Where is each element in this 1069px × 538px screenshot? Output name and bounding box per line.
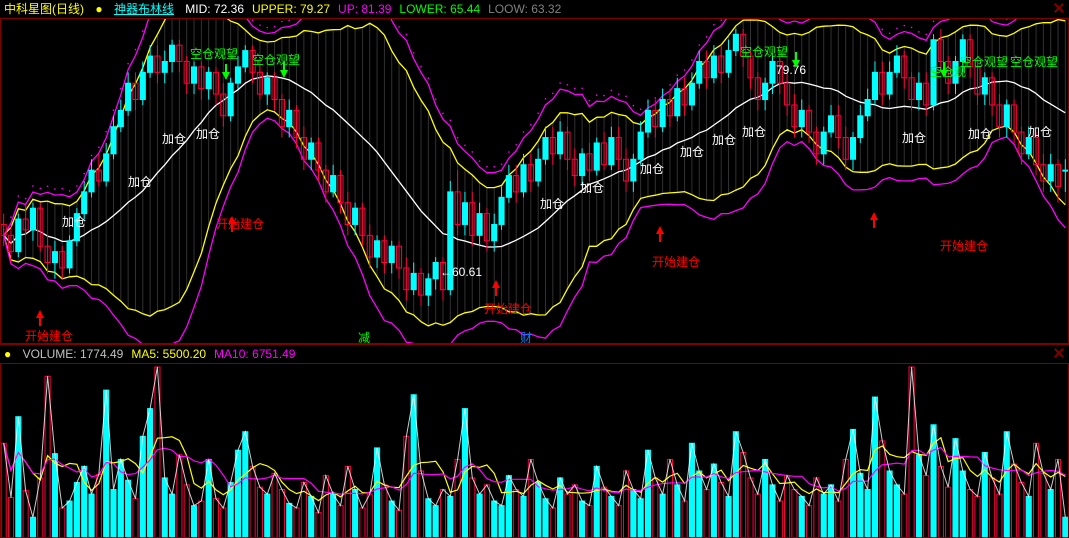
signal-arrow-up [492, 280, 500, 296]
chart-annotation: 加仓 [640, 162, 664, 176]
close-icon[interactable] [1053, 347, 1065, 359]
chart-annotation: 空仓观望 [960, 55, 1008, 69]
price-header: 中科星图(日线) ● 神器布林线 MID: 72.36UPPER: 79.27U… [0, 0, 1069, 18]
signal-arrow-up [36, 310, 44, 326]
chart-annotation: 加仓 [196, 127, 220, 141]
indicator-value: LOOW: 63.32 [488, 2, 561, 16]
volume-header: ● VOLUME: 1774.49MA5: 5500.20MA10: 6751.… [0, 345, 1069, 363]
chart-annotation: 开始建仓 [940, 239, 988, 253]
chart-annotation: 加仓 [712, 133, 736, 147]
chart-annotation: 空仓观望 [1010, 55, 1058, 69]
indicator-value: UP: 81.39 [338, 2, 391, 16]
indicator-value: MA10: 6751.49 [214, 347, 295, 361]
chart-annotation: 加仓 [128, 175, 152, 189]
chart-annotation: 79.76 [776, 63, 806, 77]
chart-annotation: 开始建仓 [652, 255, 700, 269]
chart-annotation: 空仓观望 [190, 47, 238, 61]
signal-arrow-up [656, 226, 664, 242]
chart-annotation: 加仓 [1028, 125, 1052, 139]
footer-label: 财 [520, 331, 532, 344]
volume-panel: ● VOLUME: 1774.49MA5: 5500.20MA10: 6751.… [0, 344, 1069, 537]
stock-title: 中科星图(日线) [4, 2, 84, 16]
chart-annotation: 开始建仓 [216, 217, 264, 231]
chart-annotation: 加仓 [540, 197, 564, 211]
chart-annotation: 加仓 [742, 125, 766, 139]
price-chart[interactable]: 空仓观望空仓观望空仓观望空仓观空仓观望空仓观望加仓加仓加仓加仓加仓加仓加仓加仓加… [0, 18, 1069, 344]
indicator-value: MA5: 5500.20 [131, 347, 206, 361]
close-icon[interactable] [1053, 2, 1065, 14]
chart-annotation: 加仓 [162, 132, 186, 146]
chart-annotation: 空仓观望 [740, 45, 788, 59]
chart-annotation: 加仓 [680, 145, 704, 159]
chart-annotation: 开始建仓 [25, 329, 73, 343]
footer-label: 减 [358, 331, 370, 344]
chart-annotation: 加仓 [62, 215, 86, 229]
volume-chart[interactable] [0, 363, 1069, 538]
indicator-value: LOWER: 65.44 [399, 2, 480, 16]
chart-annotation: 加仓 [580, 181, 604, 195]
chart-annotation: 加仓 [902, 131, 926, 145]
chart-annotation: 空仓观望 [252, 53, 300, 67]
indicator-value: UPPER: 79.27 [252, 2, 330, 16]
chart-annotation: ←60.61 [440, 265, 482, 279]
price-panel: 中科星图(日线) ● 神器布林线 MID: 72.36UPPER: 79.27U… [0, 0, 1069, 344]
chart-annotation: 加仓 [968, 127, 992, 141]
signal-arrow-up [870, 212, 878, 228]
indicator-value: VOLUME: 1774.49 [23, 347, 124, 361]
chart-annotation: 开始建仓 [484, 302, 532, 316]
indicator-name-link[interactable]: 神器布林线 [114, 2, 174, 16]
indicator-value: MID: 72.36 [185, 2, 244, 16]
